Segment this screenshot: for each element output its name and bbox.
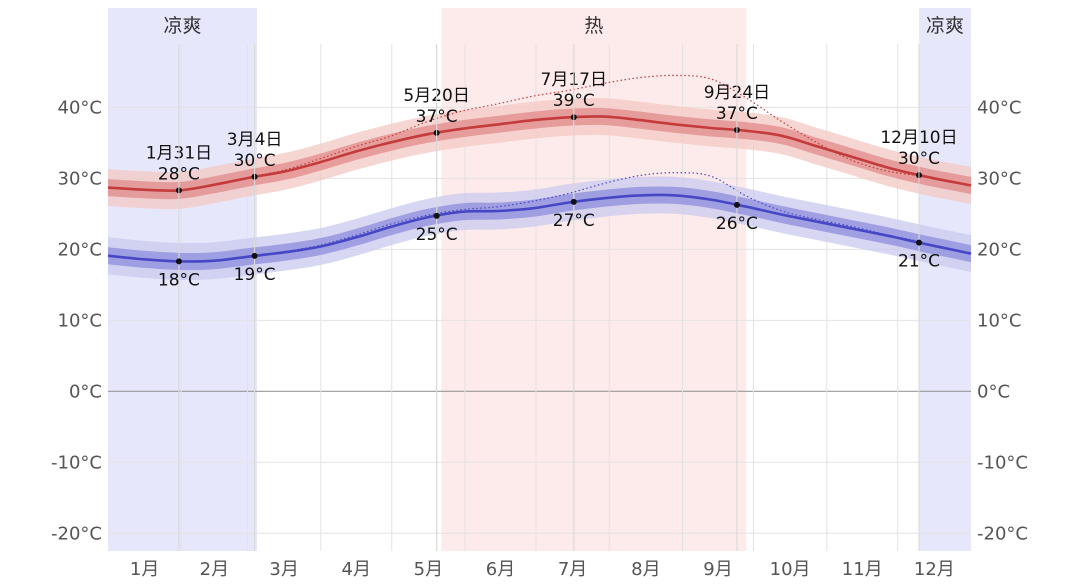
- season-label-1: 热: [584, 15, 603, 37]
- series-1-dotted-line: [249, 172, 924, 257]
- x-tick-9: 10月: [770, 559, 811, 580]
- season-label-2: 凉爽: [926, 15, 964, 37]
- x-tick-3: 4月: [342, 559, 371, 580]
- y-tick-right-4: 0°C: [977, 381, 1010, 402]
- x-tick-2: 3月: [269, 559, 298, 580]
- annotation-dot-9: [570, 198, 577, 205]
- y-tick-left-2: 20°C: [58, 239, 102, 260]
- y-tick-right-5: -10°C: [977, 452, 1028, 473]
- annotation-temp-9: 27°C: [553, 211, 595, 231]
- y-tick-left-0: 40°C: [58, 97, 102, 118]
- annotation-temp-11: 21°C: [898, 252, 940, 272]
- x-tick-10: 11月: [842, 559, 883, 580]
- x-tick-8: 9月: [703, 559, 732, 580]
- y-tick-right-2: 20°C: [977, 239, 1021, 260]
- y-tick-left-4: 0°C: [69, 381, 102, 402]
- annotation-temp-8: 25°C: [416, 225, 458, 245]
- y-tick-right-3: 10°C: [977, 310, 1021, 331]
- y-tick-right-0: 40°C: [977, 97, 1021, 118]
- annotation-dot-11: [915, 239, 922, 246]
- x-tick-6: 7月: [558, 559, 587, 580]
- annotation-dot-6: [175, 258, 182, 265]
- annotation-temp-10: 26°C: [716, 214, 758, 234]
- annotation-dot-7: [251, 252, 258, 259]
- y-tick-left-1: 30°C: [58, 168, 102, 189]
- annotation-temp-7: 19°C: [234, 265, 276, 285]
- annotation-temp-6: 18°C: [158, 270, 200, 290]
- season-label-0: 凉爽: [163, 15, 201, 37]
- series-1-line: [107, 193, 972, 263]
- annotation-dot-8: [433, 212, 440, 219]
- y-tick-right-6: -20°C: [977, 523, 1028, 544]
- y-tick-right-1: 30°C: [977, 168, 1021, 189]
- x-tick-4: 5月: [414, 559, 443, 580]
- y-tick-left-6: -20°C: [51, 523, 102, 544]
- y-tick-left-5: -10°C: [51, 452, 102, 473]
- annotation-dot-10: [733, 201, 740, 208]
- series-0-line: [107, 115, 972, 192]
- x-tick-7: 8月: [631, 559, 660, 580]
- x-tick-1: 2月: [200, 559, 229, 580]
- y-tick-left-3: 10°C: [58, 310, 102, 331]
- x-tick-11: 12月: [914, 559, 955, 580]
- x-tick-5: 6月: [486, 559, 515, 580]
- x-tick-0: 1月: [130, 559, 159, 580]
- season-band-2: [918, 8, 971, 551]
